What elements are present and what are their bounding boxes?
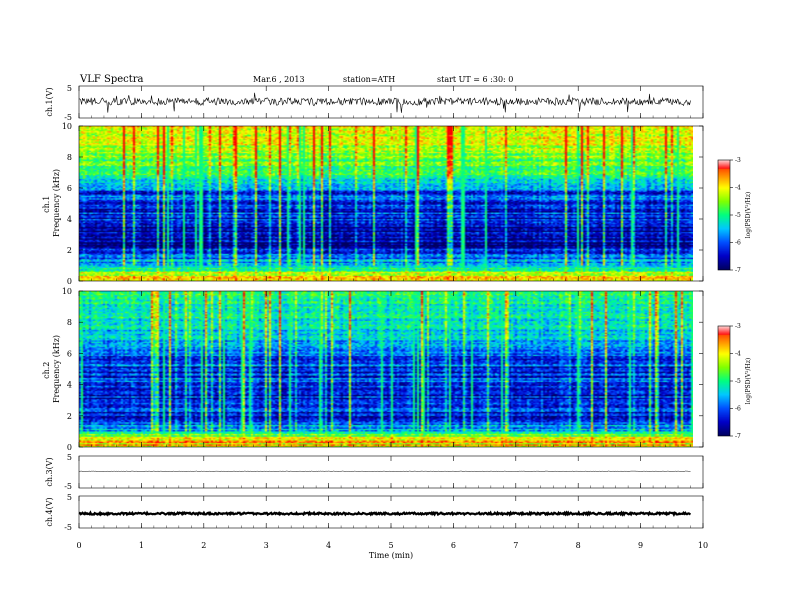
figure-title: VLF Spectra [79, 74, 144, 85]
ch3-waveform-ylabel: ch.3(V) [45, 457, 54, 486]
xtick-label: 7 [513, 541, 518, 550]
ch1-waveform-ylabel: ch.1(V) [45, 87, 54, 116]
ch1-waveform-panel: 5 -5 ch.1(V) [45, 84, 704, 122]
xtick-label: 8 [576, 541, 581, 550]
ch1-ytick-top: 5 [67, 84, 72, 93]
ch4-ytick-bottom: -5 [64, 523, 72, 532]
colorbar-tick-label: -4 [735, 185, 741, 192]
time-axis-ticks [78, 86, 704, 528]
colorbar-tick-label: -6 [735, 240, 741, 247]
xtick-label: 3 [264, 541, 269, 550]
ytick-label: 2 [67, 246, 72, 255]
time-axis-label: Time (min) [369, 551, 413, 560]
xtick-label: 0 [76, 541, 81, 550]
waveform-line [79, 470, 691, 473]
colorbar-tick-label: -7 [735, 267, 741, 274]
ch3-ytick-bottom: -5 [64, 482, 72, 491]
waveform-line [78, 92, 691, 113]
header-date: Mar.6 , 2013 [253, 75, 305, 84]
ytick-label: 4 [67, 381, 72, 390]
ytick-label: 6 [67, 349, 72, 358]
ch3-ytick-top: 5 [67, 453, 72, 462]
ytick-label: 0 [67, 443, 72, 452]
ch4-waveform-trace [78, 510, 692, 518]
ch3-waveform-panel: 5 -5 ch.3(V) [45, 453, 704, 491]
xtick-label: 6 [451, 541, 456, 550]
ch1-colorbar [718, 160, 730, 270]
ch4-waveform-ylabel: ch.4(V) [45, 497, 54, 526]
ytick-label: 0 [67, 277, 72, 286]
colorbar-tick-label: -3 [735, 323, 741, 330]
ch2-spectrogram-heatmap [79, 291, 693, 447]
header-station: station=ATH [343, 75, 395, 84]
colorbar-tick-label: -5 [735, 378, 741, 385]
colorbar-tick-label: -4 [735, 351, 741, 358]
ch4-ytick-top: 5 [67, 493, 72, 502]
header-start-time: start UT = 6 :30: 0 [437, 75, 513, 84]
ytick-label: 10 [62, 122, 72, 131]
xtick-label: 9 [638, 541, 643, 550]
ch1-colorbar-label: log(PSD(V²/Hz) [745, 192, 752, 239]
ch1-ytick-bottom: -5 [64, 113, 72, 122]
ch1-spectrogram-ylabel: ch.1 Frequency (kHz) [42, 169, 61, 237]
ytick-label: 2 [67, 412, 72, 421]
ytick-label: 8 [67, 318, 72, 327]
ch2-spectrogram-ylabel: ch.2 Frequency (kHz) [42, 335, 61, 403]
ytick-label: 10 [62, 287, 72, 296]
ch1-spectrogram-yticks: 0 2 4 6 8 10 [62, 122, 703, 286]
colorbar-tick-label: -5 [735, 212, 741, 219]
xtick-label: 10 [698, 541, 708, 550]
colorbar-tick-label: -6 [735, 406, 741, 413]
ch2-colorbar-label: log(PSD(V²/Hz) [745, 358, 752, 405]
ytick-label: 4 [67, 215, 72, 224]
colorbar-tick-label: -7 [735, 433, 741, 440]
xtick-label: 1 [139, 541, 144, 550]
time-axis-tick-labels: 0 1 2 3 4 5 6 7 8 9 10 [76, 541, 708, 550]
ch2-spectrogram-yticks: 0 2 4 6 8 10 [62, 287, 703, 452]
ch2-colorbar [718, 326, 730, 436]
ch3-waveform-trace [79, 470, 691, 473]
ch1-spectrogram-heatmap [79, 126, 693, 281]
waveform-line [78, 510, 692, 518]
ch2-colorbar-ticks: -3 -4 -5 -6 -7 [730, 323, 741, 440]
xtick-label: 5 [388, 541, 393, 550]
xtick-label: 4 [326, 541, 331, 550]
ch1-waveform-trace [78, 92, 691, 113]
ytick-label: 8 [67, 153, 72, 162]
xtick-label: 2 [201, 541, 206, 550]
ch4-waveform-panel: 5 -5 ch.4(V) [45, 493, 704, 532]
colorbar-tick-label: -3 [735, 157, 741, 164]
ytick-label: 6 [67, 184, 72, 193]
ch1-colorbar-ticks: -3 -4 -5 -6 -7 [730, 157, 741, 274]
